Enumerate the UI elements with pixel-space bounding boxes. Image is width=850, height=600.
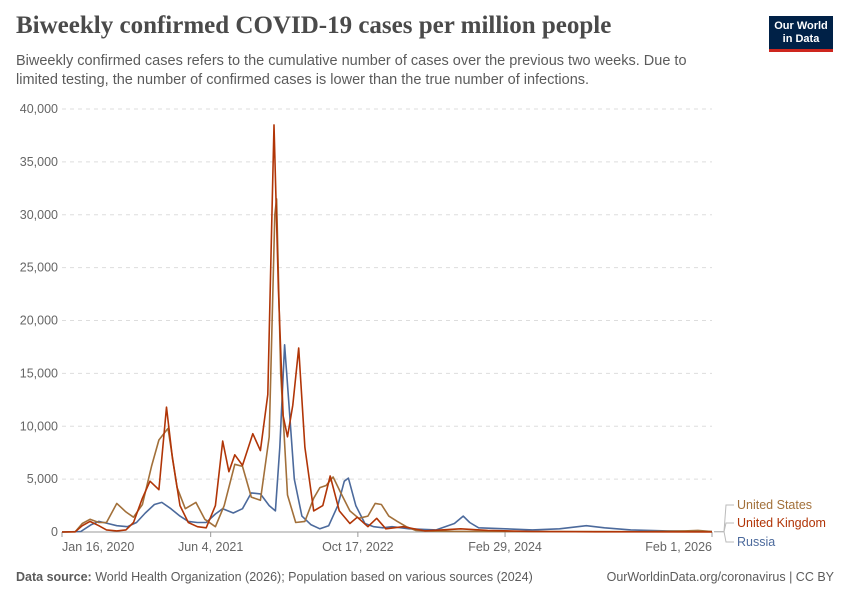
- legend-label-united-kingdom[interactable]: United Kingdom: [737, 516, 826, 530]
- y-axis-tick-labels: 0 5,000 10,000 15,000 20,000 25,000 30,000 35,0…: [20, 102, 58, 539]
- gridlines: [62, 108, 712, 533]
- y-tick-label: 25,000: [20, 261, 58, 275]
- y-tick-label: 20,000: [20, 314, 58, 328]
- y-tick-label: 30,000: [20, 208, 58, 222]
- y-tick-label: 35,000: [20, 155, 58, 169]
- y-tick-label: 15,000: [20, 366, 58, 380]
- legend-label-united-states[interactable]: United States: [737, 498, 812, 512]
- series-line-russia[interactable]: [61, 344, 713, 533]
- logo-line-2: in Data: [782, 33, 820, 45]
- owid-logo[interactable]: Our World in Data: [769, 16, 833, 52]
- source-text: World Health Organization (2026); Popula…: [95, 570, 533, 584]
- chart-title: Biweekly confirmed COVID-19 cases per mi…: [16, 12, 612, 39]
- series-lines: [61, 124, 713, 533]
- x-tick-label: Oct 17, 2022: [322, 540, 394, 554]
- logo-line-1: Our World: [774, 20, 828, 32]
- x-tick-label: Feb 1, 2026: [645, 540, 712, 554]
- chart-subtitle: Biweekly confirmed cases refers to the c…: [16, 53, 687, 88]
- footer: Data source: World Health Organization (…: [16, 570, 834, 584]
- x-tick-label: Jun 4, 2021: [178, 540, 243, 554]
- legend-connector: [714, 504, 734, 532]
- y-tick-label: 40,000: [20, 102, 58, 116]
- y-tick-label: 5,000: [27, 472, 58, 486]
- x-tick-label: Feb 29, 2024: [468, 540, 542, 554]
- series-line-united-kingdom[interactable]: [61, 124, 713, 533]
- source-label: Data source:: [16, 570, 92, 584]
- legend[interactable]: United States United Kingdom Russia: [714, 498, 826, 549]
- legend-label-russia[interactable]: Russia: [737, 535, 775, 549]
- x-axis: Jan 16, 2020 Jun 4, 2021 Oct 17, 2022 Feb 2…: [61, 531, 713, 554]
- y-tick-label: 10,000: [20, 419, 58, 433]
- y-tick-label: 0: [51, 525, 58, 539]
- x-tick-label: Jan 16, 2020: [62, 540, 134, 554]
- footer-link[interactable]: OurWorldinData.org/coronavirus | CC BY: [606, 570, 834, 584]
- legend-connector: [714, 531, 734, 543]
